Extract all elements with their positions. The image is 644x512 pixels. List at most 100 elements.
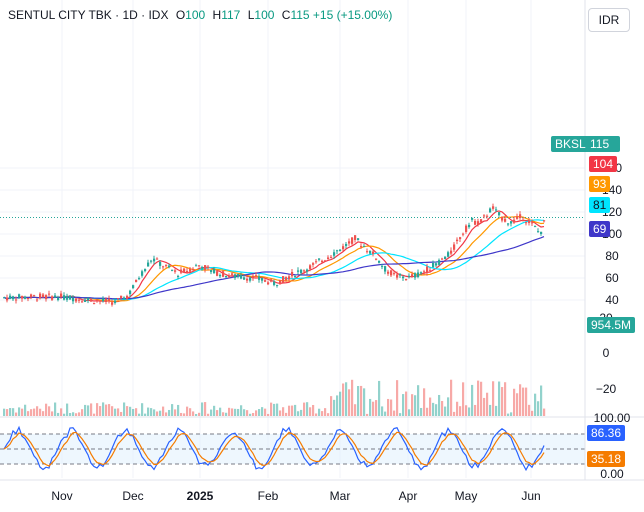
candle-body xyxy=(42,294,45,298)
candle-body xyxy=(231,273,234,275)
volume-bar xyxy=(483,397,486,416)
candle-body xyxy=(165,265,168,267)
candle-body xyxy=(429,270,432,272)
volume-bar xyxy=(381,406,384,416)
candle-body xyxy=(204,265,207,270)
candle-body xyxy=(318,258,321,260)
time-tick-label: Apr xyxy=(399,489,418,503)
candle-body xyxy=(63,295,66,300)
candle-body xyxy=(180,269,183,273)
candle-body xyxy=(468,224,471,228)
volume-bar xyxy=(27,411,30,416)
volume-bar xyxy=(330,396,333,416)
volume-bar xyxy=(108,404,111,416)
candle-body xyxy=(129,290,132,295)
volume-bar xyxy=(465,405,468,416)
candle-body xyxy=(195,265,198,267)
candle-body xyxy=(237,274,240,277)
volume-bar xyxy=(264,408,267,416)
candle-body xyxy=(105,298,108,302)
volume-bar xyxy=(291,405,294,416)
candle-body xyxy=(117,298,120,300)
volume-bar xyxy=(399,413,402,416)
volume-bar xyxy=(93,413,96,416)
volume-bar xyxy=(75,413,78,416)
volume-bar xyxy=(132,408,135,416)
candle-body xyxy=(525,222,528,224)
candle-body xyxy=(534,226,537,228)
volume-bar xyxy=(327,413,330,416)
volume-bar xyxy=(348,389,351,416)
candle-body xyxy=(477,221,480,225)
volume-bar xyxy=(126,406,129,416)
volume-bar xyxy=(450,379,453,416)
volume-bar xyxy=(144,413,147,416)
volume-bar xyxy=(192,411,195,416)
candle-body xyxy=(120,295,123,299)
volume-bar xyxy=(246,410,249,416)
volume-bar xyxy=(363,388,366,416)
candle-body xyxy=(387,271,390,274)
candle-body xyxy=(417,272,420,277)
candle-body xyxy=(348,241,351,244)
volume-bar xyxy=(528,404,531,416)
volume-bar xyxy=(18,407,21,416)
ma-line-4 xyxy=(3,236,545,300)
volume-bar xyxy=(495,405,498,416)
candle-body xyxy=(522,220,525,222)
time-tick-label: Mar xyxy=(330,489,351,503)
volume-bar xyxy=(249,413,252,416)
symbol-header: SENTUL CITY TBK · 1D · IDX O100 H117 L10… xyxy=(8,8,392,22)
candle-body xyxy=(177,275,180,277)
volume-bar xyxy=(252,412,255,416)
volume-bar xyxy=(243,409,246,416)
candle-body xyxy=(282,276,285,283)
osc-band xyxy=(0,434,585,464)
candle-body xyxy=(9,295,12,299)
osc2-tag: 35.18 xyxy=(587,451,626,467)
candle-body xyxy=(78,299,81,301)
currency-button[interactable]: IDR xyxy=(588,8,630,32)
volume-bar xyxy=(258,409,261,416)
candle-body xyxy=(159,262,162,266)
volume-bar xyxy=(468,407,471,416)
candle-body xyxy=(540,231,543,234)
candle-body xyxy=(246,278,249,281)
volume-bar xyxy=(207,413,210,416)
volume-bar xyxy=(66,403,69,416)
volume-bar xyxy=(414,395,417,416)
candle-body xyxy=(240,274,243,279)
volume-bar xyxy=(300,409,303,416)
price-tick-label: 60 xyxy=(605,271,619,285)
candle-body xyxy=(459,237,462,240)
candle-body xyxy=(315,261,318,263)
volume-bar xyxy=(312,404,315,416)
osc-d-line xyxy=(3,431,545,467)
volume-bar xyxy=(285,412,288,416)
volume-bar xyxy=(36,406,39,416)
ma2-tag: 93 xyxy=(589,176,611,192)
volume-bar xyxy=(159,410,162,416)
candle-body xyxy=(57,297,60,300)
time-tick-label: May xyxy=(455,489,478,503)
volume-bar xyxy=(462,382,465,416)
candle-body xyxy=(273,281,276,285)
ma3-tag: 81 xyxy=(589,197,611,213)
candle-body xyxy=(357,238,360,240)
candle-body xyxy=(87,298,90,301)
volume-bar xyxy=(276,403,279,416)
candle-body xyxy=(384,266,387,272)
volume-bar xyxy=(507,413,510,416)
volume-bar xyxy=(279,410,282,416)
candle-body xyxy=(339,249,342,252)
candle-body xyxy=(90,299,93,302)
candle-body xyxy=(276,284,279,286)
candle-body xyxy=(24,296,27,299)
volume-bar xyxy=(297,411,300,416)
volume-bar xyxy=(489,404,492,416)
symbol-title[interactable]: SENTUL CITY TBK · 1D · IDX xyxy=(8,8,169,22)
volume-bar xyxy=(267,413,270,416)
volume-bar xyxy=(420,407,423,416)
candle-body xyxy=(30,294,33,298)
